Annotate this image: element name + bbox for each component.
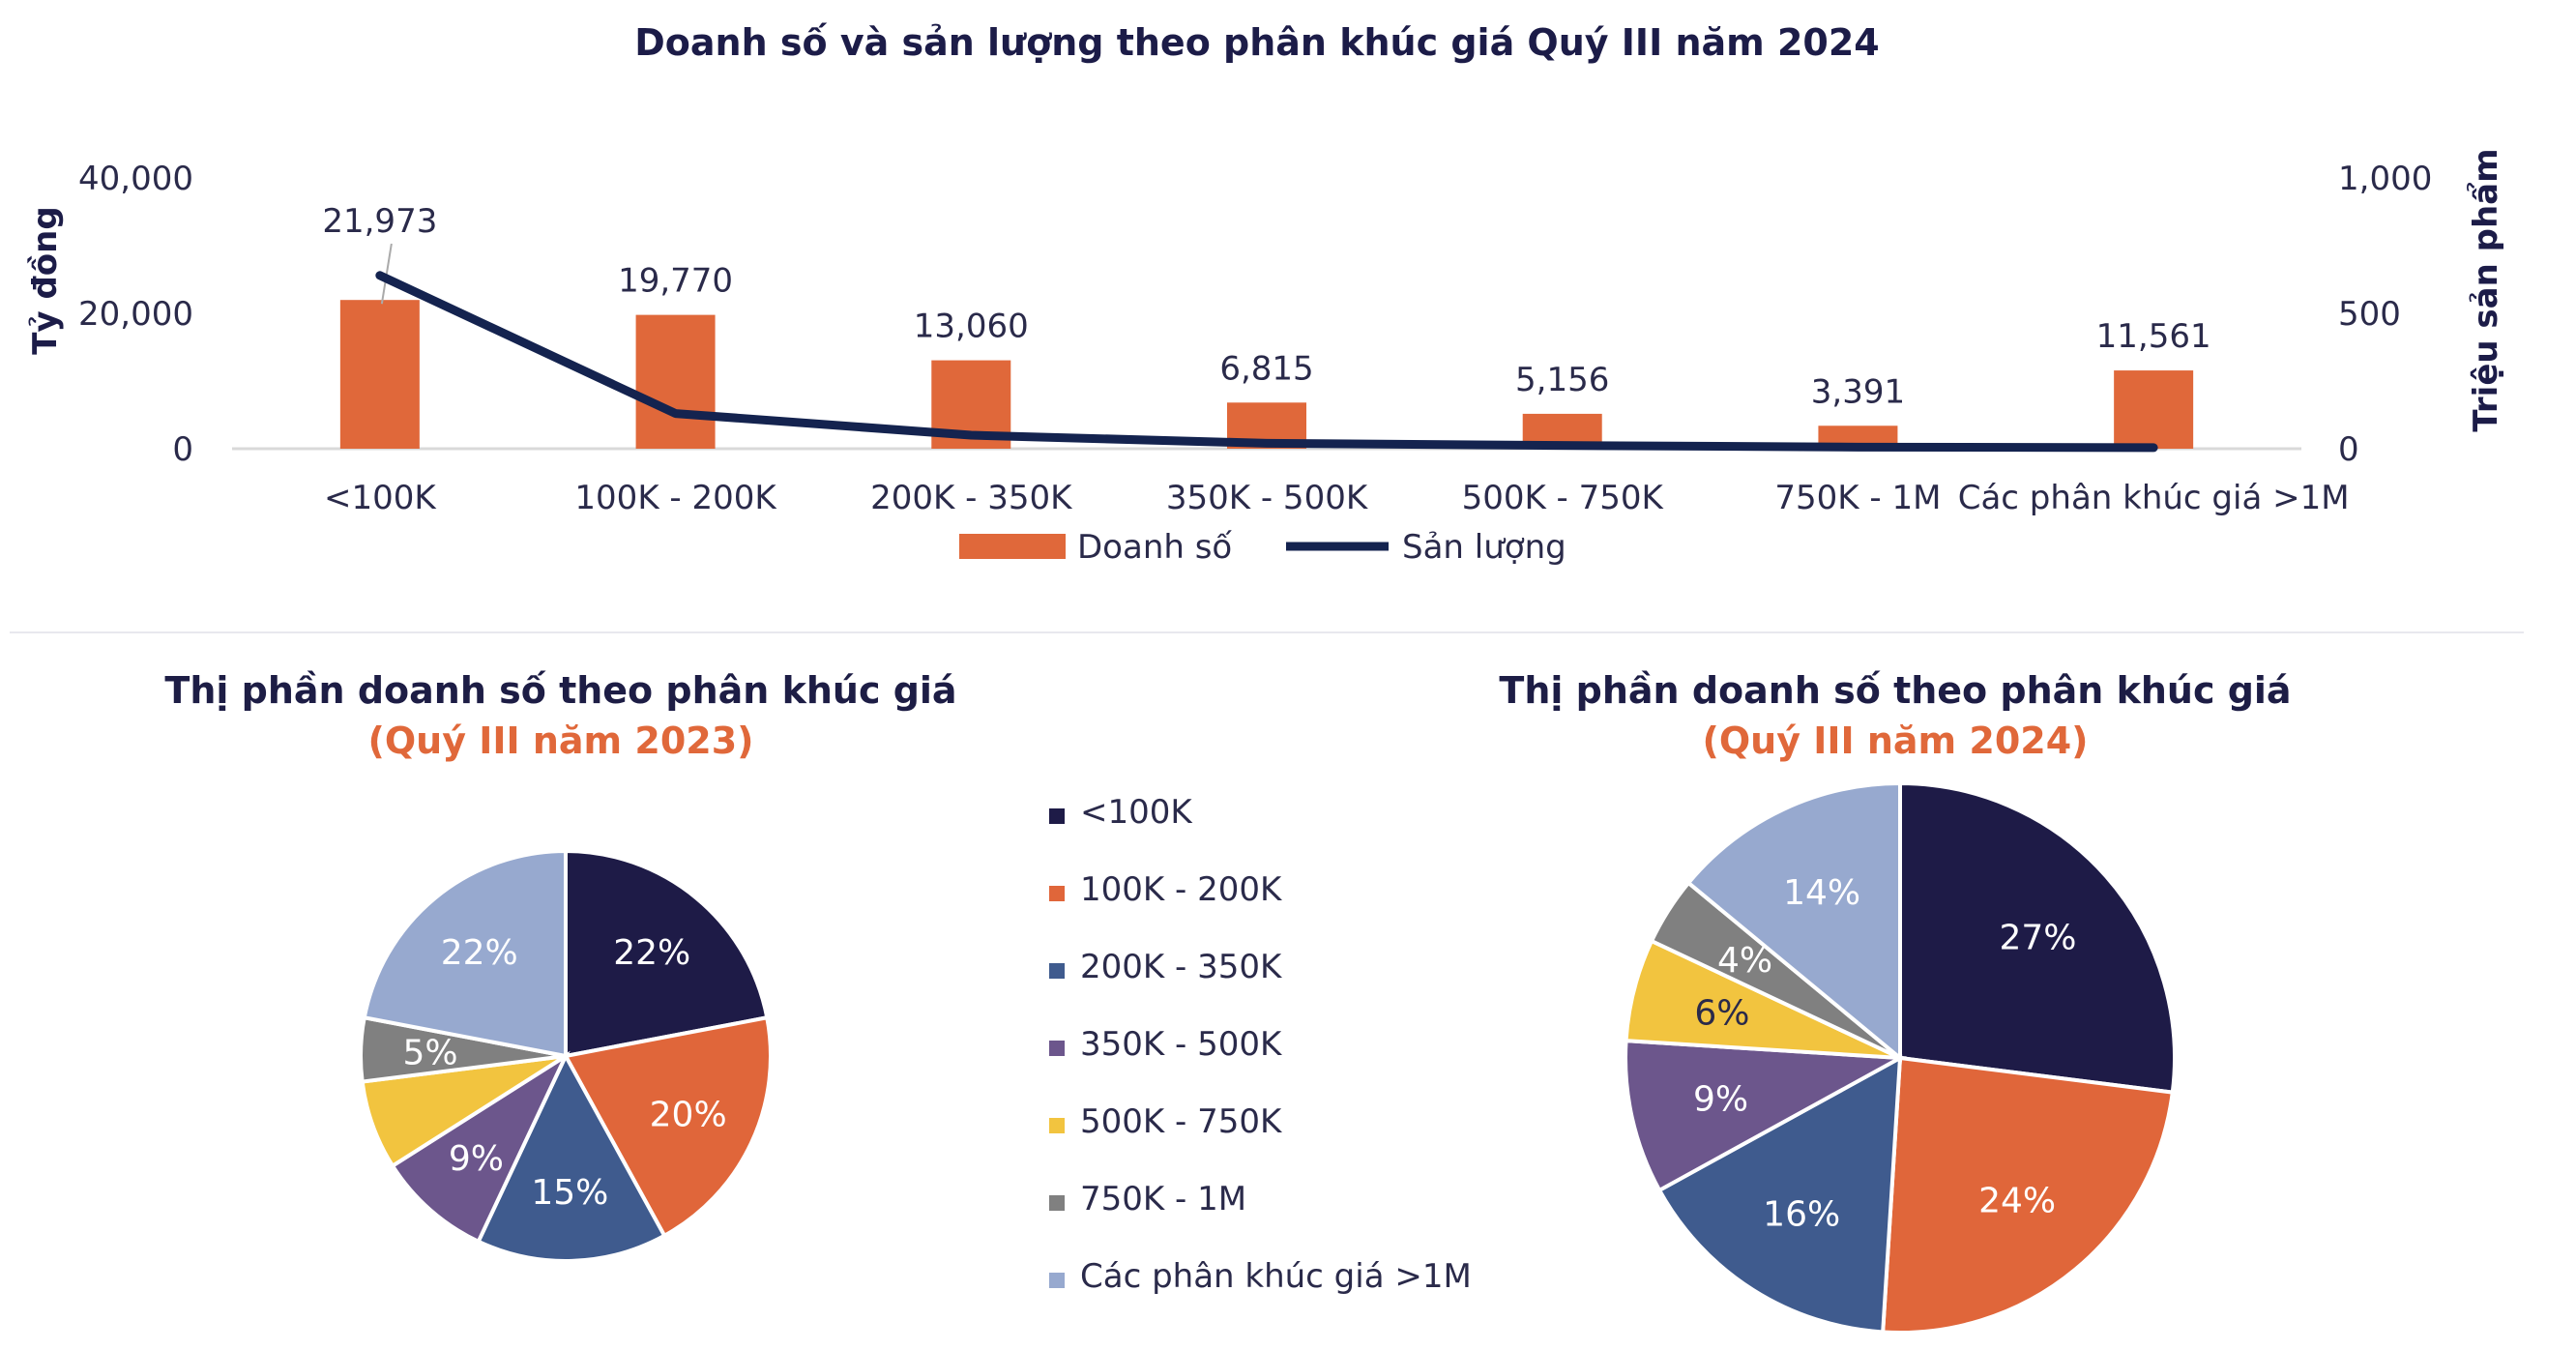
label-leader-line: [380, 243, 393, 305]
x-tick-label: 200K - 350K: [870, 479, 1073, 517]
pie-slice-label: 9%: [449, 1139, 504, 1179]
pie-slice: [476, 1051, 667, 1263]
legend-label: Các phân khúc giá >1M: [1080, 1257, 1472, 1296]
pie-slice: [1624, 1039, 1907, 1193]
pie-slice: [564, 848, 770, 1059]
section-divider: [10, 631, 2524, 633]
y-axis-title: Tỷ đồng: [26, 206, 65, 354]
bar: [2114, 370, 2194, 449]
x-tick-label: Các phân khúc giá >1M: [1958, 479, 2350, 517]
legend-bar-swatch: [959, 534, 1066, 559]
pie-slice-label: 5%: [403, 1034, 458, 1073]
legend-swatch: [1049, 808, 1065, 824]
y-tick-label: 40,000: [78, 160, 193, 198]
bar-value-label: 21,973: [322, 202, 437, 241]
pie-slice-label: 24%: [1978, 1181, 2056, 1220]
x-tick-label: 350K - 500K: [1166, 479, 1369, 517]
y2-tick-label: 0: [2338, 430, 2359, 469]
legend-swatch: [1049, 1195, 1065, 1211]
legend-swatch: [1049, 1118, 1065, 1133]
bar-value-label: 19,770: [618, 262, 733, 301]
pie-slice: [1685, 780, 1902, 1063]
pie-slice-label: 22%: [613, 933, 690, 973]
legend-label: 500K - 750K: [1080, 1102, 1282, 1141]
pie-slice-label: 15%: [531, 1173, 608, 1213]
x-tick-label: 500K - 750K: [1462, 479, 1665, 517]
bar-value-label: 3,391: [1811, 372, 1905, 411]
pie-slice: [362, 848, 568, 1059]
pie-slice: [1881, 1055, 2175, 1335]
bar-value-label: 13,060: [914, 308, 1029, 346]
y2-tick-label: 500: [2338, 295, 2401, 334]
pie-slice-label: 6%: [1694, 994, 1749, 1034]
chart-title: Doanh số và sản lượng theo phân khúc giá…: [634, 21, 1880, 64]
pie-slice: [1656, 1054, 1903, 1335]
legend-label: 200K - 350K: [1080, 948, 1282, 986]
combo-bar-line-chart: 0 20,000 40,000 0 500 1,000 Tỷ đồng Triệu sản p…: [26, 148, 2505, 567]
pie-slice-label: 27%: [2000, 918, 2077, 957]
pie-slice: [390, 1050, 571, 1245]
pie-2023-title-text: Thị phần doanh số theo phân khúc giá: [164, 669, 957, 712]
line-series-san-luong: [375, 271, 2158, 453]
bar-value-label: 11,561: [2096, 317, 2211, 356]
legend-swatch: [1049, 886, 1065, 901]
y2-tick-label: 1,000: [2338, 160, 2432, 198]
legend-label: 750K - 1M: [1080, 1180, 1247, 1218]
pie-2023-title: Thị phần doanh số theo phân khúc giá (Qu…: [126, 665, 996, 766]
legend-bar-label: Doanh số: [1077, 528, 1232, 567]
y2-axis-title: Triệu sản phẩm: [2466, 148, 2505, 431]
legend-label: 350K - 500K: [1080, 1025, 1282, 1064]
legend-swatch: [1049, 1273, 1065, 1288]
x-tick-label: 100K - 200K: [574, 479, 777, 517]
pie-2023-subtitle: (Quý III năm 2023): [367, 719, 754, 762]
legend-line-label: Sản lượng: [1402, 528, 1566, 567]
legend-label: 100K - 200K: [1080, 870, 1282, 909]
y-tick-label: 0: [172, 430, 193, 469]
bar-value-label: 5,156: [1515, 361, 1609, 399]
pie-slice: [1898, 780, 2177, 1095]
legend-swatch: [1049, 1041, 1065, 1056]
legend-label: <100K: [1080, 793, 1192, 832]
pie-slice-label: 4%: [1717, 941, 1772, 981]
pie-2024-subtitle: (Quý III năm 2024): [1702, 719, 2089, 762]
pie-2024-title: Thị phần doanh số theo phân khúc giá (Qu…: [1460, 665, 2330, 766]
pie-slice-label: 22%: [441, 933, 518, 973]
bar: [635, 314, 716, 449]
legend-swatch: [1049, 963, 1065, 979]
bar: [339, 300, 420, 449]
pie-2024-title-text: Thị phần doanh số theo phân khúc giá: [1499, 669, 2292, 712]
pie-slice: [562, 1014, 773, 1239]
x-tick-label: 750K - 1M: [1774, 479, 1941, 517]
x-tick-label: <100K: [324, 479, 437, 517]
pie-slice-label: 9%: [1693, 1079, 1748, 1119]
y-tick-label: 20,000: [78, 295, 193, 334]
bar-value-label: 6,815: [1219, 349, 1313, 388]
pie-slice-label: 16%: [1763, 1194, 1840, 1234]
pie-slice-label: 20%: [650, 1096, 727, 1135]
pie-slice-label: 14%: [1783, 873, 1860, 913]
